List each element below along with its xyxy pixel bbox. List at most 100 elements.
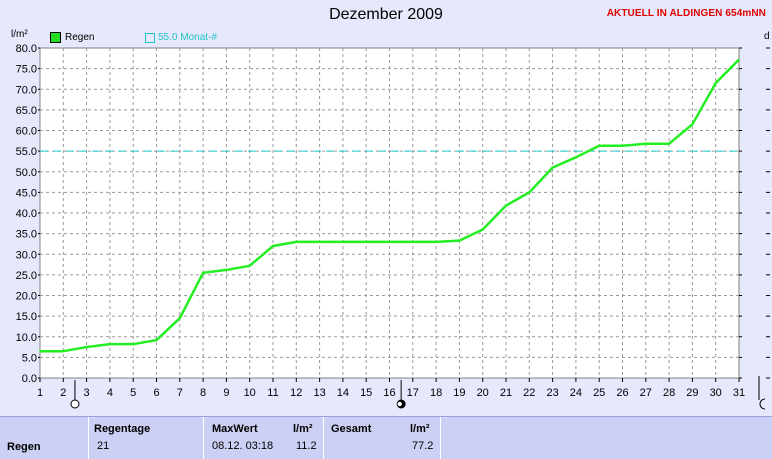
- regentage-value: 21: [97, 440, 110, 452]
- x-tick-label: 28: [663, 387, 675, 399]
- legend-series-swatch: [50, 32, 61, 43]
- data-point: [714, 82, 717, 84]
- series-points: [39, 58, 740, 352]
- y-tick-label: 40.0: [16, 208, 37, 220]
- data-point: [342, 241, 344, 243]
- full-moon-icon: [70, 399, 80, 409]
- data-point: [738, 58, 740, 61]
- x-tick-label: 23: [546, 387, 558, 399]
- y-tick-label: 60.0: [16, 126, 37, 138]
- y-tick-label: 55.0: [16, 146, 37, 158]
- x-tick-label: 21: [500, 387, 512, 399]
- data-point: [575, 156, 577, 159]
- x-tick-label: 25: [593, 387, 605, 399]
- data-point: [621, 144, 624, 147]
- legend-reference: 55.0 Monat-#: [145, 32, 217, 43]
- legend-series-label: Regen: [65, 32, 95, 43]
- y-tick-label: 20.0: [16, 291, 37, 303]
- x-tick-label: 5: [130, 387, 136, 399]
- x-tick-label: 19: [453, 387, 465, 399]
- y-tick-label: 50.0: [16, 167, 37, 179]
- data-point: [481, 228, 484, 231]
- x-tick-label: 9: [223, 387, 229, 399]
- y-tick-label: 65.0: [16, 105, 37, 117]
- data-point: [528, 191, 531, 194]
- y-tick-label: 15.0: [16, 311, 37, 323]
- data-point: [435, 241, 437, 243]
- x-tick-label: 2: [60, 387, 66, 399]
- data-point: [248, 265, 251, 267]
- data-point: [62, 350, 65, 352]
- legend-reference-swatch: [145, 32, 155, 43]
- data-point: [272, 245, 274, 247]
- data-point: [85, 346, 88, 348]
- data-point: [598, 144, 600, 147]
- y-axis-unit-left: l/m²: [11, 29, 28, 40]
- x-tick-label: 14: [337, 387, 349, 399]
- x-tick-label: 29: [686, 387, 698, 399]
- data-point: [179, 317, 181, 319]
- y-tick-label: 5.0: [22, 352, 37, 364]
- y-tick-label: 45.0: [16, 187, 37, 199]
- x-tick-label: 17: [407, 387, 419, 399]
- x-tick-label: 15: [360, 387, 372, 399]
- maxwert-date: 08.12. 03:18: [212, 440, 274, 452]
- x-tick-label: 24: [570, 387, 582, 399]
- y-tick-label: 70.0: [16, 84, 37, 96]
- summary-table: Regen Regentage 21 MaxWert l/m² 08.12. 0…: [0, 416, 772, 459]
- data-point: [132, 343, 134, 345]
- y-tick-label: 10.0: [16, 332, 37, 344]
- axis-ticks: 0.0 5.0 10.0 15.0 20.0 25.0 30.0 35.0 40.0 45.0 50…: [16, 43, 746, 399]
- y-tick-label: 0.0: [22, 373, 37, 385]
- data-point: [155, 339, 158, 341]
- data-point: [295, 241, 298, 243]
- maxwert-value: 11.2: [296, 440, 317, 452]
- y-tick-label: 35.0: [16, 229, 37, 241]
- maxwert-header: MaxWert: [212, 423, 258, 435]
- data-point: [225, 269, 228, 271]
- y-axis-unit-right: d: [764, 31, 770, 42]
- y-tick-label: 80.0: [16, 43, 37, 55]
- x-tick-label: 12: [290, 387, 302, 399]
- y-tick-label: 75.0: [16, 64, 37, 76]
- x-tick-label: 30: [710, 387, 722, 399]
- gesamt-cell: Gesamt l/m² 77.2: [324, 417, 441, 459]
- summary-row-label: Regen: [7, 441, 41, 453]
- x-tick-label: 10: [244, 387, 256, 399]
- x-tick-label: 1: [37, 387, 43, 399]
- data-point: [645, 142, 647, 145]
- rain-chart: 0.0 5.0 10.0 15.0 20.0 25.0 30.0 35.0 40.0 45.0 50…: [16, 43, 770, 410]
- gesamt-header: Gesamt: [331, 423, 372, 435]
- legend-series: Regen: [50, 32, 94, 43]
- x-tick-label: 6: [153, 387, 159, 399]
- data-point: [318, 241, 321, 243]
- data-point: [551, 166, 554, 169]
- gesamt-value: 77.2: [412, 440, 434, 452]
- data-point: [412, 241, 414, 243]
- x-tick-label: 18: [430, 387, 442, 399]
- data-point: [109, 343, 111, 345]
- x-tick-label: 26: [616, 387, 628, 399]
- x-tick-label: 13: [313, 387, 325, 399]
- data-point: [691, 123, 694, 126]
- x-tick-label: 20: [477, 387, 489, 399]
- y-tick-label: 30.0: [16, 249, 37, 261]
- regentage-cell: Regentage 21: [89, 417, 204, 459]
- regentage-header: Regentage: [94, 423, 151, 435]
- data-point: [388, 241, 391, 243]
- x-tick-label: 4: [107, 387, 113, 399]
- maxwert-unit: l/m²: [293, 423, 313, 435]
- data-point: [668, 142, 670, 145]
- x-tick-label: 11: [267, 387, 278, 399]
- data-point: [458, 239, 461, 242]
- data-point: [39, 350, 41, 352]
- gesamt-unit: l/m²: [410, 423, 430, 435]
- x-tick-label: 27: [640, 387, 652, 399]
- maxwert-cell: MaxWert l/m² 08.12. 03:18 11.2: [204, 417, 324, 459]
- moon-highlight: [397, 401, 402, 407]
- x-tick-label: 7: [177, 387, 183, 399]
- grid-lines: [40, 48, 739, 378]
- y-tick-label: 25.0: [16, 270, 37, 282]
- data-point: [505, 204, 507, 207]
- location-badge: AKTUELL IN ALDINGEN 654mNN: [606, 8, 766, 19]
